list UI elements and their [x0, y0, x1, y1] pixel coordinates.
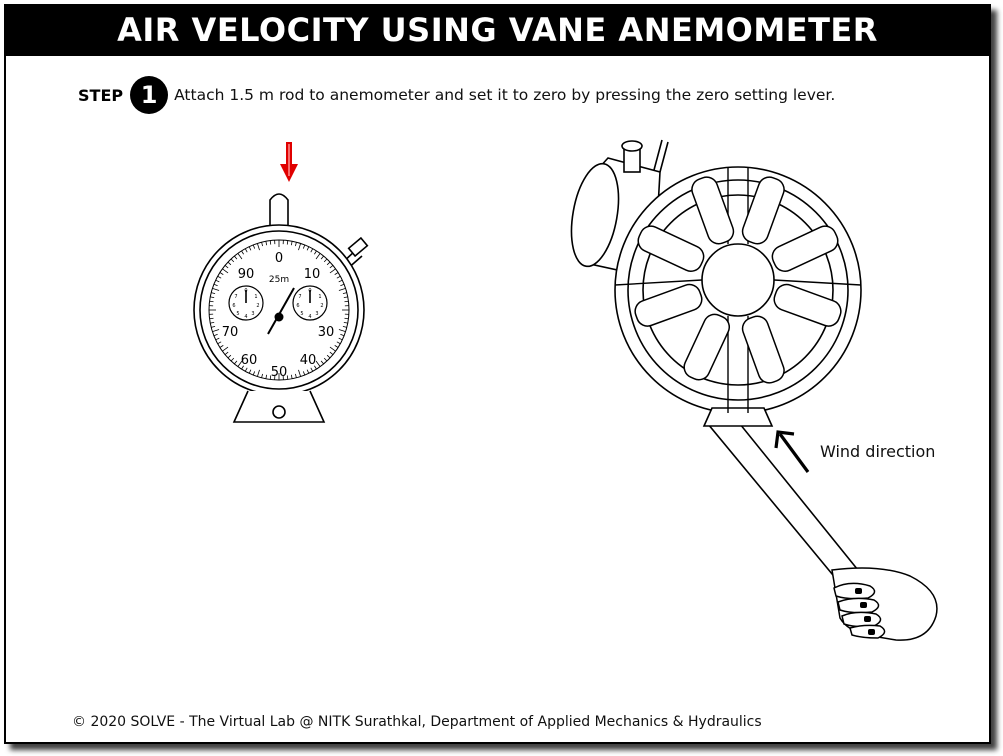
meter-needle	[267, 287, 295, 335]
svg-text:2: 2	[320, 303, 323, 309]
vane-blade	[773, 283, 842, 327]
scale-0: 0	[275, 251, 283, 266]
anemometer-meter-illustration[interactable]: 0 10 30 40 50 60 70 90 25m 012 345 67 01…	[186, 186, 376, 426]
vane-blades	[634, 176, 842, 384]
hand-holding-rod	[831, 567, 938, 641]
scale-90: 90	[238, 267, 255, 282]
page-title: AIR VELOCITY USING VANE ANEMOMETER	[117, 11, 878, 49]
svg-text:5: 5	[236, 311, 239, 317]
svg-text:0: 0	[308, 288, 311, 294]
svg-text:6: 6	[232, 303, 235, 309]
wind-direction-arrow-icon	[774, 430, 810, 473]
zero-lever-pointer-arrow[interactable]	[277, 140, 301, 184]
vane-blade	[741, 176, 785, 245]
vane-blade	[691, 176, 735, 245]
svg-text:4: 4	[244, 314, 247, 320]
scale-60: 60	[241, 353, 258, 368]
vane-blade	[637, 225, 705, 273]
svg-text:2: 2	[256, 303, 259, 309]
step-number-badge: 1	[130, 76, 169, 114]
wind-direction-label: Wind direction	[820, 442, 936, 461]
svg-text:0: 0	[244, 288, 247, 294]
scale-40: 40	[300, 353, 317, 368]
scale-30: 30	[318, 325, 335, 340]
vane-anemometer-illustration[interactable]	[550, 130, 950, 650]
svg-text:1: 1	[318, 294, 321, 300]
svg-text:1: 1	[254, 294, 257, 300]
title-bar: AIR VELOCITY USING VANE ANEMOMETER	[4, 4, 991, 56]
step-instruction-text: Attach 1.5 m rod to anemometer and set i…	[174, 86, 836, 104]
svg-text:3: 3	[251, 311, 254, 317]
scale-70: 70	[222, 325, 239, 340]
svg-text:3: 3	[315, 311, 318, 317]
footer-copyright: © 2020 SOLVE - The Virtual Lab @ NITK Su…	[72, 714, 762, 730]
meter-ticks	[209, 240, 349, 380]
svg-text:4: 4	[308, 314, 311, 320]
vane-blade	[634, 283, 703, 327]
svg-text:7: 7	[234, 294, 237, 300]
vane-blade	[771, 225, 839, 273]
svg-text:7: 7	[298, 294, 301, 300]
vane-blade	[741, 315, 785, 384]
step-instruction: STEP 1 Attach 1.5 m rod to anemometer an…	[78, 76, 835, 114]
meter-unit-label: 25m	[269, 275, 289, 285]
scale-50: 50	[271, 365, 288, 380]
scale-10: 10	[304, 267, 321, 282]
step-label: STEP	[78, 85, 124, 105]
svg-text:6: 6	[296, 303, 299, 309]
svg-text:5: 5	[300, 311, 303, 317]
vane-blade	[683, 313, 731, 381]
